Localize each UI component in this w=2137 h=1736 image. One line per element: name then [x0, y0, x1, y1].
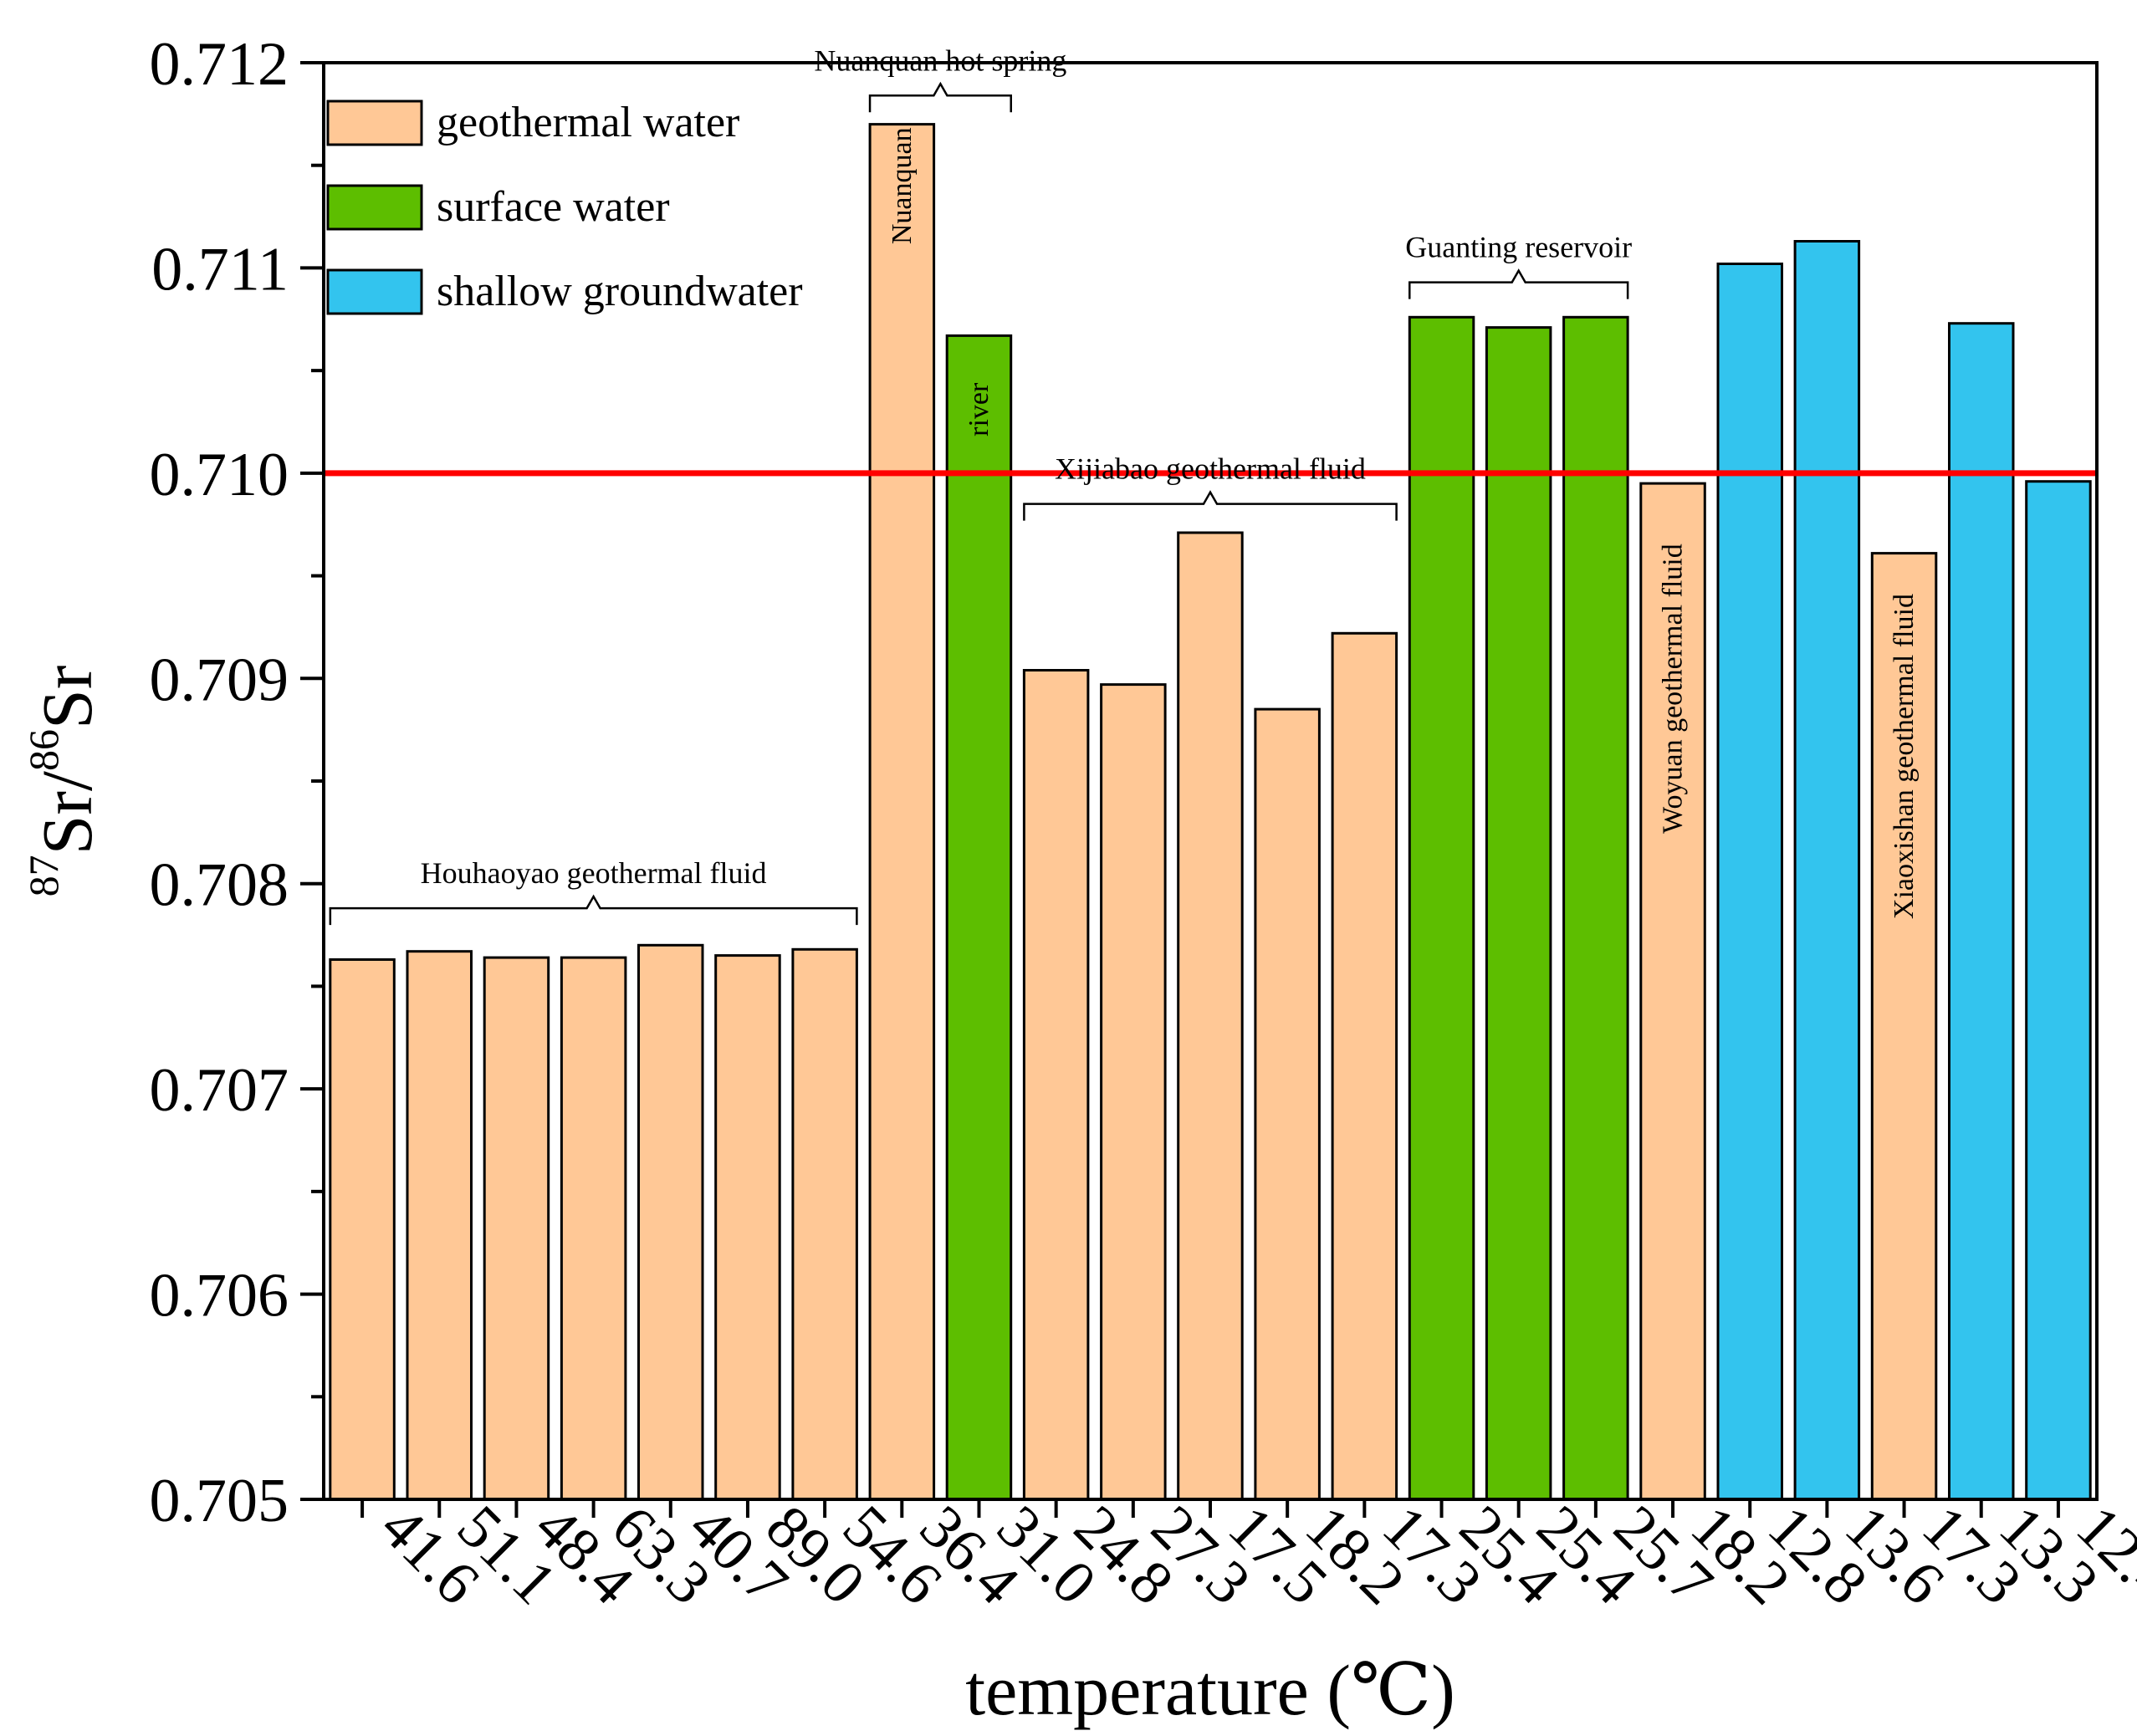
group-label: Houhaoyao geothermal fluid — [421, 856, 767, 890]
bar-21 — [1948, 322, 2015, 1501]
bar-14 — [1408, 315, 1475, 1501]
legend: geothermal water surface water shallow gro… — [326, 99, 803, 315]
y-tick-label: 0.707 — [150, 1056, 289, 1125]
group-label: Xijiabao geothermal fluid — [1055, 452, 1366, 486]
group-label: Guanting reservoir — [1405, 231, 1632, 264]
bar-13 — [1331, 631, 1398, 1501]
annotations-group: Houhaoyao geothermal fluid Nuanquan hot s… — [329, 43, 1920, 926]
axis-titles: temperature (℃) 87Sr/86Sr — [20, 666, 1455, 1730]
legend-swatch — [326, 268, 423, 315]
group-bracket — [1023, 490, 1398, 521]
y-tick-label: 0.705 — [150, 1467, 289, 1535]
bar-3 — [560, 956, 627, 1501]
group-bracket — [1408, 268, 1629, 299]
bar-10 — [1100, 683, 1167, 1501]
bar-annotation: Nuanquan — [887, 127, 918, 244]
legend-entry: shallow groundwater — [437, 268, 803, 315]
bar-22 — [2025, 480, 2092, 1501]
bars-group — [329, 123, 2092, 1501]
bar-4 — [637, 943, 704, 1501]
bar-annotation: river — [964, 382, 994, 437]
legend-swatch — [326, 100, 423, 146]
x-axis: 41.651.148.463.340.789.054.636.431.024.8… — [360, 1493, 2137, 1618]
y-tick-label: 0.708 — [150, 851, 289, 920]
y-axis-title: 87Sr/86Sr — [20, 666, 107, 897]
bar-16 — [1562, 315, 1629, 1501]
legend-entry: surface water — [437, 183, 670, 231]
bar-annotation: Woyuan geothermal fluid — [1658, 544, 1689, 834]
bar-12 — [1254, 707, 1321, 1501]
bar-2 — [483, 956, 550, 1501]
y-title-text: Sr/ — [27, 771, 107, 855]
bar-6 — [791, 947, 858, 1501]
y-title-text: Sr — [27, 666, 107, 729]
legend-entry: geothermal water — [437, 99, 739, 146]
bar-1 — [406, 950, 473, 1501]
bar-18 — [1716, 263, 1783, 1501]
y-tick-label: 0.710 — [150, 441, 289, 509]
bar-8 — [945, 334, 1013, 1501]
bar-17 — [1639, 482, 1706, 1501]
bar-19 — [1793, 240, 1861, 1501]
bar-15 — [1485, 326, 1552, 1501]
group-bracket — [868, 81, 1012, 113]
group-bracket — [329, 894, 858, 926]
bar-annotation: Xiaoxishan geothermal fluid — [1889, 594, 1920, 919]
bar-20 — [1870, 552, 1938, 1501]
y-tick-label: 0.711 — [151, 235, 289, 304]
bar-0 — [329, 958, 396, 1501]
y-title-superscript: 86 — [20, 729, 67, 771]
y-tick-label: 0.709 — [150, 646, 289, 714]
bar-7 — [868, 123, 936, 1501]
x-axis-title: temperature (℃) — [965, 1650, 1455, 1730]
y-tick-label: 0.712 — [150, 30, 289, 99]
group-label: Nuanquan hot spring — [814, 43, 1066, 77]
bar-11 — [1177, 531, 1244, 1501]
bar-9 — [1022, 669, 1090, 1501]
legend-swatch — [326, 184, 423, 231]
y-title-superscript: 87 — [20, 855, 67, 896]
y-tick-label: 0.706 — [150, 1262, 289, 1330]
y-axis: 0.705 0.706 0.707 0.708 0.709 0.710 0.711 0.712 — [150, 30, 324, 1535]
bar-5 — [714, 954, 781, 1501]
